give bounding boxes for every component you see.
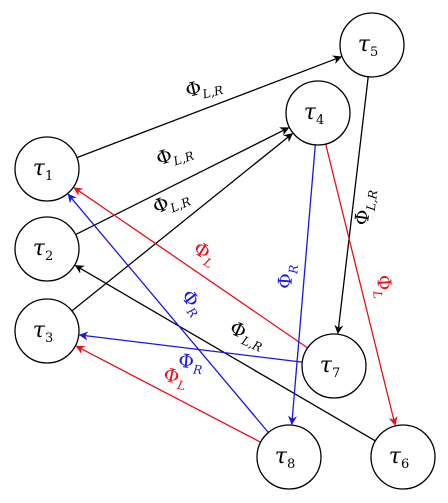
edges-layer bbox=[67, 55, 398, 443]
node-label: τ1 bbox=[33, 156, 53, 184]
node-label: τ6 bbox=[389, 444, 409, 472]
node-label: τ5 bbox=[358, 32, 378, 60]
node-circle bbox=[370, 424, 436, 490]
node-circle bbox=[256, 424, 322, 490]
edge-label-t7-to-t3: ΦR bbox=[177, 350, 204, 377]
edge-t7-to-t1 bbox=[73, 187, 308, 349]
edge-label-t1-to-t5: ΦL,R bbox=[183, 72, 224, 105]
edge-label-t4-to-t6: ΦL bbox=[369, 274, 396, 299]
node-t2: τ2 bbox=[14, 216, 80, 282]
node-label: τ8 bbox=[275, 444, 295, 472]
edge-label-t6-to-t2: ΦL,R bbox=[225, 317, 268, 355]
edge-t2-to-t4 bbox=[75, 127, 290, 236]
edge-label-t2-to-t4: ΦL,R bbox=[153, 138, 195, 173]
node-t5: τ5 bbox=[339, 12, 405, 78]
node-label: τ4 bbox=[304, 100, 324, 128]
node-t8: τ8 bbox=[256, 424, 322, 490]
edge-t8-to-t3 bbox=[75, 345, 261, 443]
node-label: τ3 bbox=[33, 318, 53, 346]
nodes-layer: τ1 τ2 τ3 τ4 τ5 τ6 τ7 τ8 bbox=[14, 12, 436, 490]
node-circle bbox=[301, 333, 367, 399]
edge-label-t8-to-t1: ΦR bbox=[174, 286, 209, 321]
edge-label-t4-to-t8: ΦR bbox=[274, 264, 301, 290]
node-circle bbox=[14, 216, 80, 282]
node-t3: τ3 bbox=[14, 298, 80, 364]
node-circle bbox=[285, 80, 351, 146]
edge-t4-to-t6 bbox=[325, 143, 398, 426]
node-circle bbox=[14, 298, 80, 364]
edge-t3-to-t4 bbox=[71, 133, 294, 312]
edge-t1-to-t5 bbox=[76, 55, 343, 159]
node-circle bbox=[14, 136, 80, 202]
node-t4: τ4 bbox=[285, 80, 351, 146]
edge-t8-to-t1 bbox=[67, 193, 269, 433]
node-label: τ2 bbox=[33, 236, 53, 264]
edge-t7-to-t3 bbox=[78, 331, 303, 363]
edge-label-t7-to-t1: ΦL bbox=[188, 237, 221, 271]
node-t7: τ7 bbox=[301, 333, 367, 399]
node-t1: τ1 bbox=[14, 136, 80, 202]
node-circle bbox=[339, 12, 405, 78]
edge-t5-to-t7 bbox=[334, 76, 369, 335]
edge-label-t3-to-t4: ΦL,R bbox=[150, 184, 193, 221]
edge-label-t5-to-t7: ΦL,R bbox=[351, 188, 381, 228]
edge-t4-to-t8 bbox=[287, 144, 316, 425]
node-label: τ7 bbox=[320, 353, 340, 381]
edge-label-t8-to-t3: ΦL bbox=[161, 364, 189, 393]
node-t6: τ6 bbox=[370, 424, 436, 490]
